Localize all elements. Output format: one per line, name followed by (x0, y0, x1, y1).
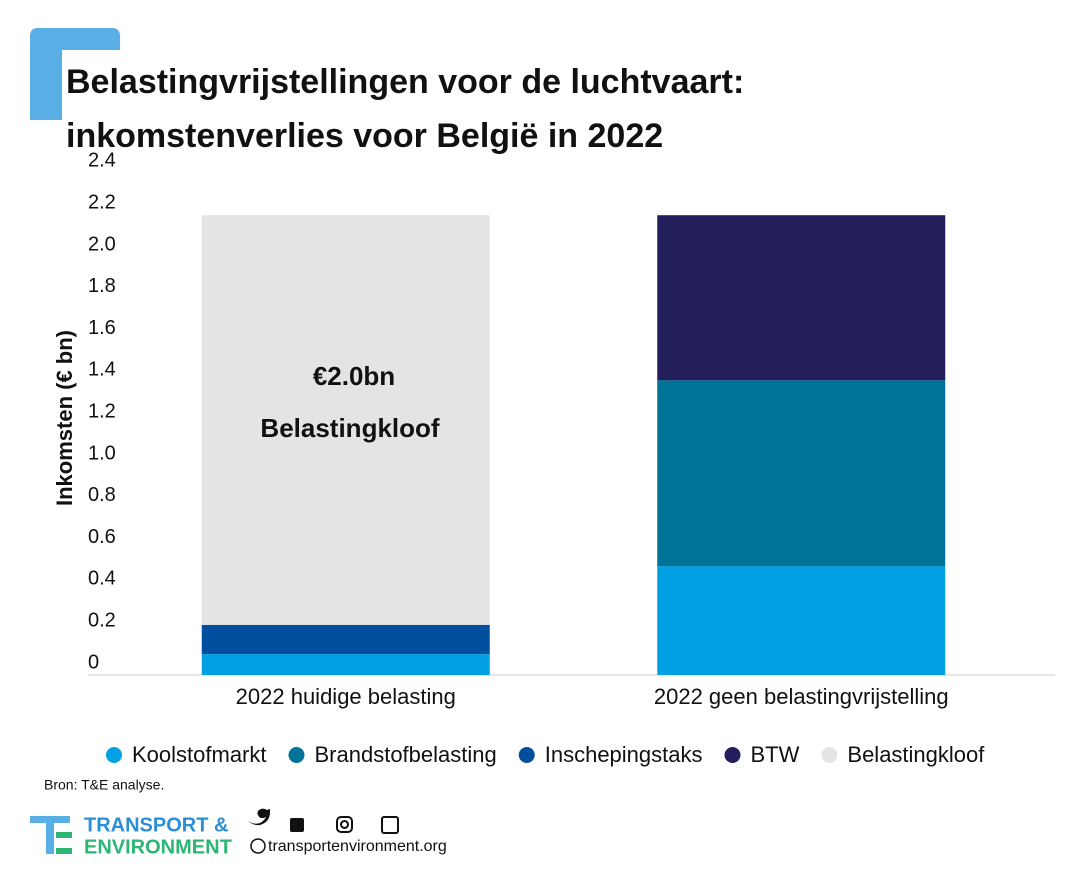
bar-segment (657, 215, 946, 381)
chart-title: inkomstenverlies voor België in 2022 (66, 117, 663, 155)
legend-label: BTW (751, 742, 800, 767)
legend-label: Belastingkloof (847, 742, 985, 767)
y-tick-label: 1.2 (88, 400, 116, 422)
y-tick-label: 0 (88, 651, 99, 673)
bar-segment (657, 380, 946, 567)
y-tick-label: 1.8 (88, 275, 116, 297)
bar-segment (201, 215, 490, 625)
legend-label: Inschepingstaks (545, 742, 703, 767)
annotation: Belastingkloof (260, 413, 439, 443)
y-tick-label: 2.2 (88, 191, 116, 213)
y-tick-label: 0.2 (88, 609, 116, 631)
y-tick-label: 0.6 (88, 526, 116, 548)
corner-mark (30, 28, 120, 120)
logo-text: ENVIRONMENT (84, 836, 232, 858)
legend: Koolstofmarkt Brandstofbelasting Inschepin… (106, 742, 985, 767)
y-axis-label: Inkomsten (€ bn) (52, 330, 77, 506)
y-tick-label: 0.4 (88, 568, 116, 590)
x-tick-label: 2022 huidige belasting (236, 684, 456, 709)
logo-icon (30, 816, 72, 854)
bar-segment (201, 654, 490, 675)
social-icons (248, 808, 399, 854)
legend-swatch (106, 747, 122, 763)
y-tick-label: 2.0 (88, 233, 116, 255)
legend-label: Koolstofmarkt (132, 742, 267, 767)
legend-label: Brandstofbelasting (315, 742, 497, 767)
source: Bron: T&E analyse. (44, 777, 164, 793)
legend-swatch (288, 747, 305, 763)
y-tick-label: 1.4 (88, 359, 116, 381)
chart-title: Belastingvrijstellingen voor de luchtvaa… (66, 63, 744, 101)
bar-segment (201, 624, 490, 655)
y-tick-label: 1.0 (88, 442, 116, 464)
legend-swatch (821, 747, 838, 763)
y-tick-label: 0.8 (88, 484, 116, 506)
legend-swatch (518, 747, 535, 763)
logo-text: TRANSPORT & (84, 814, 228, 836)
y-tick-label: 2.4 (88, 150, 116, 172)
annotation: €2.0bn (313, 361, 395, 391)
website: transportenvironment.org (268, 838, 447, 855)
legend-swatch (724, 747, 741, 763)
y-tick-label: 1.6 (88, 317, 116, 339)
x-tick-label: 2022 geen belastingvrijstelling (654, 684, 949, 709)
bar-segment (657, 566, 946, 675)
